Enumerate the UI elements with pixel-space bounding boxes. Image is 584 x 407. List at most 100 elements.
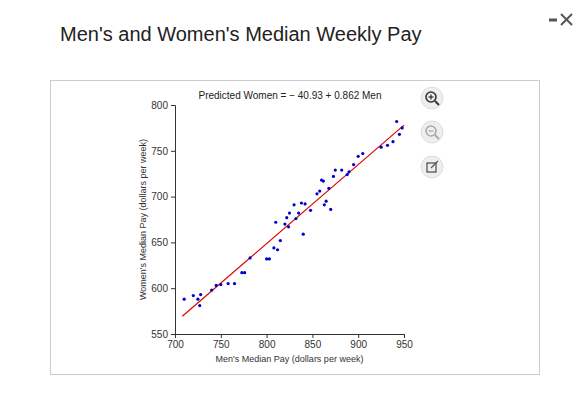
y-tick-mark xyxy=(171,105,175,106)
chart-frame xyxy=(51,81,540,375)
scatter-point xyxy=(315,192,318,195)
x-tick: 950 xyxy=(396,334,413,350)
scatter-point xyxy=(285,216,288,219)
scatter-point xyxy=(274,221,277,224)
y-tick-label: 550 xyxy=(151,329,168,340)
scatter-point xyxy=(309,209,312,212)
x-tick-label: 850 xyxy=(305,339,322,350)
scatter-point xyxy=(283,222,286,225)
icon-glyph xyxy=(430,95,431,100)
scatter-point xyxy=(325,200,328,203)
scatter-point xyxy=(210,288,213,291)
zoom-in-button[interactable] xyxy=(421,87,443,109)
y-tick-mark xyxy=(171,242,175,243)
icon-glyph xyxy=(435,135,439,139)
fit-line xyxy=(182,125,404,316)
y-tick: 550 xyxy=(151,329,175,340)
scatter-point xyxy=(265,257,268,260)
scatter-point xyxy=(292,203,295,206)
scatter-point xyxy=(219,283,222,286)
y-tick-label: 600 xyxy=(151,283,168,294)
y-tick: 600 xyxy=(151,283,175,294)
scatter-point xyxy=(361,152,364,155)
scatter-point xyxy=(294,217,297,220)
y-tick-label: 700 xyxy=(151,191,168,202)
y-tick-label: 750 xyxy=(151,146,168,157)
y-tick-label: 650 xyxy=(151,237,168,248)
x-axis-title: Men's Median Pay (dollars per week) xyxy=(216,354,364,364)
popout-button[interactable] xyxy=(421,156,443,178)
scatter-point xyxy=(391,140,394,143)
scatter-point xyxy=(318,190,321,193)
scatter-point xyxy=(183,298,186,301)
scatter-point xyxy=(192,294,195,297)
x-tick: 800 xyxy=(259,334,276,350)
scatter-point xyxy=(288,211,291,214)
y-tick: 700 xyxy=(151,191,175,202)
scatter-point xyxy=(233,282,236,285)
y-axis-title: Women's Median Pay (dollars per week) xyxy=(138,139,148,300)
scatter-point xyxy=(303,202,306,205)
scatter-point xyxy=(357,155,360,158)
scatter-point xyxy=(272,246,275,249)
scatter-point xyxy=(332,175,335,178)
y-tick-mark xyxy=(171,151,175,152)
scatter-point xyxy=(227,282,230,285)
scatter-point xyxy=(249,256,252,259)
y-tick-mark xyxy=(171,334,175,335)
scatter-point xyxy=(395,120,398,123)
scatter-point xyxy=(346,173,349,176)
y-tick-label: 800 xyxy=(151,100,168,111)
x-tick: 900 xyxy=(350,334,367,350)
icon-glyph xyxy=(435,101,439,105)
x-axis-line xyxy=(176,335,405,339)
x-axis: 700750800850900950 xyxy=(167,334,413,350)
scatter-point xyxy=(329,208,332,211)
x-tick-mark xyxy=(267,334,268,338)
scatter-point xyxy=(276,248,279,251)
scatter-point xyxy=(334,168,337,171)
close-button[interactable] xyxy=(561,14,572,25)
close-icon xyxy=(561,14,572,25)
x-tick-label: 750 xyxy=(213,339,230,350)
x-tick-mark xyxy=(221,334,222,338)
scatter-point xyxy=(297,211,300,214)
icon-glyph xyxy=(429,130,434,131)
y-axis: 550 600 650 700 750 800 xyxy=(151,100,175,340)
scatter-point xyxy=(398,133,401,136)
scatter-point xyxy=(322,179,325,182)
x-tick-mark xyxy=(312,334,313,338)
scatter-point xyxy=(352,163,355,166)
x-tick: 750 xyxy=(213,334,230,350)
x-tick: 850 xyxy=(305,334,322,350)
scatter-point xyxy=(199,293,202,296)
x-tick-label: 800 xyxy=(259,339,276,350)
scatter-point xyxy=(240,271,243,274)
y-tick-mark xyxy=(171,288,175,289)
scatter-point xyxy=(215,284,218,287)
icon-bg xyxy=(421,121,443,143)
close-icon xyxy=(561,14,572,25)
scatter-point xyxy=(323,203,326,206)
icon-glyph xyxy=(426,126,436,136)
scatter-point xyxy=(401,126,404,129)
scatter-point xyxy=(380,146,383,149)
x-tick-mark xyxy=(358,334,359,338)
scatter-point xyxy=(196,298,199,301)
icon-glyph xyxy=(426,92,436,102)
scatter-point xyxy=(347,170,350,173)
y-tick: 750 xyxy=(151,146,175,157)
scatter-point xyxy=(386,144,389,147)
icon-bg xyxy=(421,156,443,178)
minimize-button[interactable] xyxy=(549,19,557,22)
icon-glyph xyxy=(431,161,438,168)
scatter-point xyxy=(287,225,290,228)
chart-svg: Men's and Women's Median Weekly Pay70075… xyxy=(0,0,584,407)
y-tick: 800 xyxy=(151,100,175,111)
x-tick-mark xyxy=(404,334,405,338)
zoom-out-button[interactable] xyxy=(421,121,443,143)
plot-marks xyxy=(182,120,404,316)
scatter-point xyxy=(327,187,330,190)
scatter-point xyxy=(279,239,282,242)
y-axis-line xyxy=(171,106,176,335)
